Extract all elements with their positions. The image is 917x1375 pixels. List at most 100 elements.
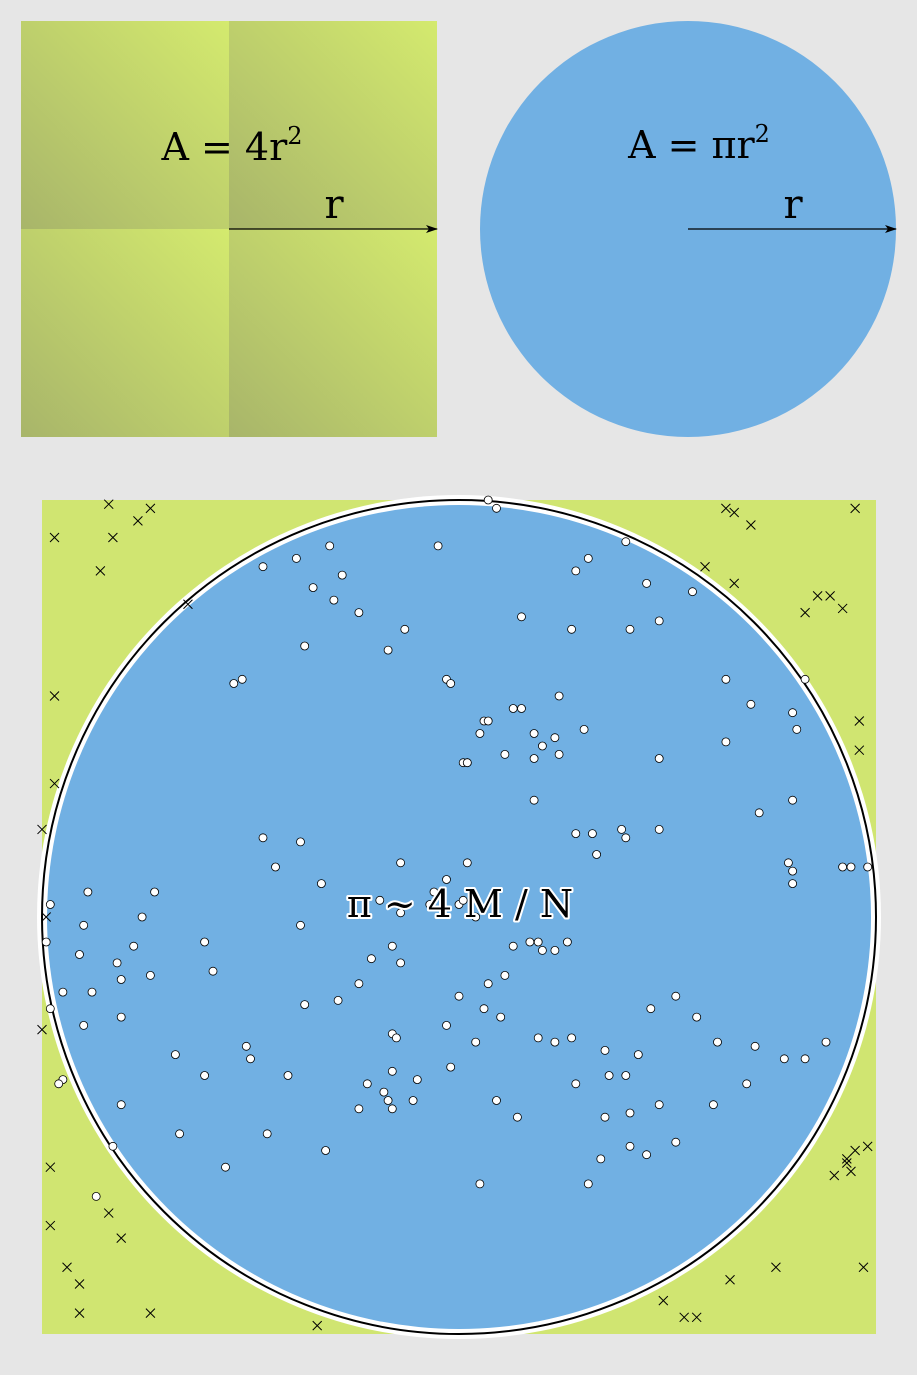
inside-point xyxy=(671,991,681,1001)
outside-point xyxy=(700,561,710,572)
outside-point xyxy=(103,1208,114,1218)
inside-point xyxy=(337,570,347,580)
outside-point xyxy=(116,1233,127,1243)
inside-point xyxy=(742,1079,752,1089)
inside-point xyxy=(838,862,847,872)
inside-point xyxy=(396,858,406,868)
inside-point xyxy=(258,833,268,843)
inside-point xyxy=(387,941,397,951)
outside-point xyxy=(49,691,60,701)
inside-point xyxy=(529,795,539,805)
inside-point xyxy=(571,829,581,838)
inside-point xyxy=(792,725,802,734)
inside-point xyxy=(300,641,310,651)
outside-point xyxy=(771,1262,781,1273)
monte-carlo-panel: π ~ 4 M / N xyxy=(37,495,881,1339)
inside-point xyxy=(692,1012,702,1022)
inside-point xyxy=(283,1071,293,1080)
inside-point xyxy=(688,587,697,597)
inside-point xyxy=(646,1004,656,1014)
outside-point xyxy=(841,1154,852,1164)
inside-point xyxy=(533,937,543,947)
square-quadrant-top-right xyxy=(229,21,437,229)
outside-point xyxy=(74,1308,85,1319)
inside-point xyxy=(654,825,664,834)
inside-point xyxy=(221,1162,230,1172)
outside-point xyxy=(658,1295,669,1306)
square-area-exponent: 2 xyxy=(287,122,302,150)
outside-point xyxy=(691,1312,702,1323)
inside-point xyxy=(754,808,764,818)
outside-point xyxy=(846,1166,856,1177)
inside-point xyxy=(300,1000,310,1009)
inside-point xyxy=(354,1104,364,1114)
inside-point xyxy=(538,741,547,751)
inside-point xyxy=(442,875,451,884)
inside-point xyxy=(788,879,797,888)
inside-point xyxy=(475,1179,485,1189)
inside-point xyxy=(321,1146,331,1155)
square-area-formula: A = 4r2 xyxy=(160,122,302,169)
inside-point xyxy=(654,754,664,763)
outside-point xyxy=(62,1262,72,1273)
inside-point xyxy=(412,1075,422,1084)
outside-point xyxy=(725,1274,735,1285)
inside-point xyxy=(208,966,218,976)
inside-point xyxy=(408,1096,418,1105)
outside-point xyxy=(854,716,865,726)
inside-point xyxy=(87,987,97,997)
outside-point xyxy=(729,507,740,518)
inside-point xyxy=(329,595,339,605)
outside-point xyxy=(183,599,193,610)
inside-point xyxy=(654,1100,664,1110)
inside-point xyxy=(567,624,576,634)
inside-point xyxy=(583,554,593,563)
inside-point xyxy=(396,958,406,968)
inside-point xyxy=(625,624,635,634)
inside-point xyxy=(241,1041,251,1051)
square-radius-label: r xyxy=(324,182,344,228)
outside-point xyxy=(45,1220,56,1231)
inside-point xyxy=(116,1012,126,1022)
outside-point xyxy=(812,591,823,601)
inside-point xyxy=(446,679,456,688)
pi-estimate-formula: π ~ 4 M / N xyxy=(347,882,573,926)
outside-point xyxy=(312,1320,323,1331)
outside-point xyxy=(746,520,756,530)
inside-point xyxy=(137,912,147,922)
outside-point xyxy=(95,566,106,576)
inside-point xyxy=(621,537,631,547)
outside-point xyxy=(841,1158,852,1168)
circle-outline xyxy=(41,499,877,1335)
inside-point xyxy=(571,566,581,576)
inside-point xyxy=(508,941,518,951)
inside-point xyxy=(563,937,572,947)
inside-point xyxy=(788,708,797,718)
inside-point xyxy=(145,971,155,980)
inside-point xyxy=(821,1037,831,1047)
inside-point xyxy=(517,612,526,622)
outside-point xyxy=(862,1141,873,1152)
inside-point xyxy=(316,879,326,888)
inside-point xyxy=(642,579,651,588)
inside-point xyxy=(108,1141,118,1151)
outside-point xyxy=(49,532,60,543)
circle-radius-label: r xyxy=(783,182,803,228)
inside-point xyxy=(366,954,376,964)
inside-point xyxy=(383,1096,393,1105)
inside-point xyxy=(333,996,343,1005)
inside-point xyxy=(500,971,510,980)
inside-point xyxy=(271,862,280,872)
inside-point xyxy=(296,920,305,930)
outside-point xyxy=(858,1262,869,1273)
inside-point xyxy=(446,1062,456,1072)
inside-point xyxy=(554,691,564,701)
inside-point xyxy=(83,887,93,897)
inside-point xyxy=(621,833,631,843)
inside-point xyxy=(462,858,472,868)
outside-point xyxy=(829,1170,840,1181)
inside-point xyxy=(112,958,122,968)
inside-point xyxy=(529,754,539,763)
inside-point xyxy=(291,554,301,563)
inside-point xyxy=(375,895,385,905)
